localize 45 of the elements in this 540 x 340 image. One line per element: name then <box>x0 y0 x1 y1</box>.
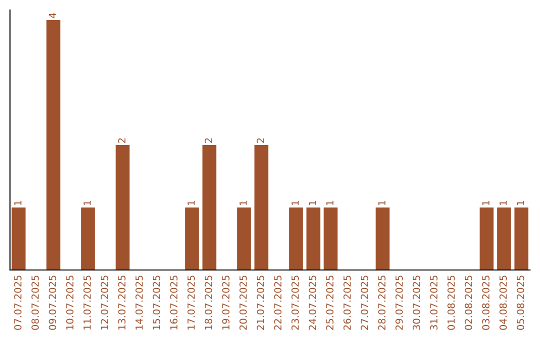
x-tick-label: 15.07.2025 <box>152 276 160 330</box>
x-tick-label: 19.07.2025 <box>222 276 230 330</box>
data-label: 2 <box>118 138 126 143</box>
x-tick-label: 10.07.2025 <box>66 276 74 330</box>
x-tick-label: 25.07.2025 <box>326 276 334 330</box>
data-label: 2 <box>256 138 264 143</box>
x-tick-label: 24.07.2025 <box>308 276 316 330</box>
data-label: 1 <box>292 200 299 206</box>
data-label: 2 <box>204 138 212 143</box>
data-label: 1 <box>378 200 386 206</box>
x-tick-label: 01.08.2025 <box>447 276 455 330</box>
x-tick-label: 13.07.2025 <box>118 276 126 330</box>
x-tick-label: 27.07.2025 <box>360 276 368 330</box>
x-tick-label: 16.07.2025 <box>170 276 178 330</box>
data-label: 1 <box>482 200 490 206</box>
x-tick-label: 20.07.2025 <box>239 276 247 330</box>
data-label: 1 <box>326 200 334 206</box>
x-tick-label: 18.07.2025 <box>204 276 212 330</box>
x-tick-label: 26.07.2025 <box>343 276 351 330</box>
x-tick-label: 05.08.2025 <box>516 276 524 330</box>
x-tick-label: 03.08.2025 <box>482 276 490 330</box>
x-tick-label: 14.07.2025 <box>135 276 143 330</box>
x-tick-label: 12.07.2025 <box>100 276 108 330</box>
x-tick-label: 08.07.2025 <box>31 276 39 330</box>
data-label: 1 <box>84 200 91 206</box>
x-tick-label: 29.07.2025 <box>395 276 403 330</box>
x-tick-label: 17.07.2025 <box>187 276 195 330</box>
data-label: 1 <box>14 200 22 206</box>
x-tick-label: 31.07.2025 <box>430 276 438 330</box>
data-label: 1 <box>308 200 316 206</box>
data-label: 1 <box>500 200 507 206</box>
x-tick-label: 23.07.2025 <box>291 276 299 330</box>
x-tick-label: 02.08.2025 <box>464 276 472 330</box>
x-tick-label: 11.07.2025 <box>83 276 91 330</box>
x-tick-label: 28.07.2025 <box>378 276 386 330</box>
data-label: 1 <box>188 200 195 206</box>
x-tick-label: 07.07.2025 <box>14 276 22 330</box>
x-tick-label: 21.07.2025 <box>256 276 264 330</box>
x-tick-label: 22.07.2025 <box>274 276 282 330</box>
data-label: 1 <box>516 200 524 206</box>
x-tick-label: 04.08.2025 <box>499 276 507 330</box>
data-label: 1 <box>240 200 247 206</box>
x-tick-label: 30.07.2025 <box>412 276 420 330</box>
data-label: 4 <box>48 12 56 18</box>
x-tick-label: 09.07.2025 <box>48 276 56 330</box>
